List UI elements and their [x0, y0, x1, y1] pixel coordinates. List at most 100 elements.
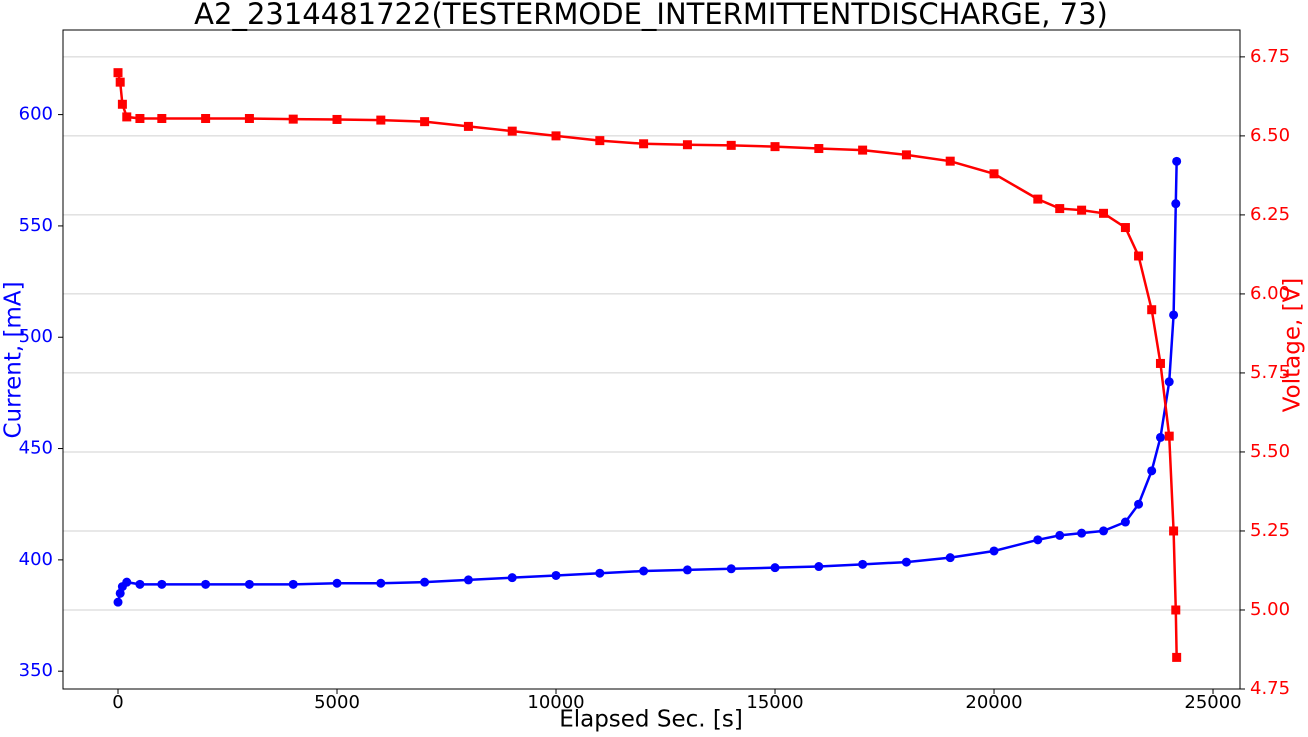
- point: [901, 150, 911, 160]
- point: [1055, 530, 1065, 540]
- point: [726, 140, 736, 150]
- point: [770, 563, 780, 573]
- x-axis-label: Elapsed Sec. [s]: [559, 707, 743, 733]
- point: [201, 579, 211, 589]
- point: [288, 579, 298, 589]
- point: [1172, 156, 1182, 166]
- point: [420, 117, 430, 127]
- point: [157, 579, 167, 589]
- point: [463, 121, 473, 131]
- y-tick-label: 550: [19, 215, 53, 236]
- point: [858, 559, 868, 569]
- point: [122, 577, 132, 587]
- point: [244, 113, 254, 123]
- point: [288, 114, 298, 124]
- point: [814, 562, 824, 572]
- series-line: [116, 161, 1178, 603]
- y2-axis-label: Voltage, [V]: [1280, 278, 1306, 413]
- point: [1164, 431, 1174, 441]
- chart-title: A2_2314481722(TESTERMODE_INTERMITTENTDIS…: [194, 0, 1108, 31]
- y2-tick-label: 6.75: [1250, 46, 1290, 67]
- point: [113, 68, 123, 78]
- point: [901, 557, 911, 567]
- point: [1169, 310, 1179, 320]
- y-axis-label: Current, [mA]: [1, 281, 27, 438]
- x-tick-label: 10000: [527, 692, 584, 713]
- point: [1120, 517, 1130, 527]
- y2-tick-label: 5.25: [1250, 520, 1290, 541]
- point: [122, 112, 132, 122]
- y2-tick-label: 5.00: [1250, 599, 1290, 620]
- y2-tick-label: 6.00: [1250, 283, 1290, 304]
- point: [551, 570, 561, 580]
- y2-tick-label: 5.50: [1250, 441, 1290, 462]
- x-tick-label: 25000: [1184, 692, 1241, 713]
- point: [1171, 605, 1181, 615]
- point: [1099, 526, 1109, 536]
- point: [1171, 199, 1181, 209]
- point: [639, 139, 649, 149]
- point: [1099, 208, 1109, 218]
- point: [1033, 535, 1043, 545]
- point: [858, 145, 868, 155]
- point: [1033, 194, 1043, 204]
- y2-tick-label: 4.75: [1250, 678, 1290, 699]
- point: [157, 113, 167, 123]
- point: [945, 156, 955, 166]
- x-tick-label: 5000: [314, 692, 360, 713]
- point: [332, 578, 342, 588]
- y2-tick-label: 5.75: [1250, 362, 1290, 383]
- point: [1077, 528, 1087, 538]
- point: [595, 136, 605, 146]
- point: [463, 575, 473, 585]
- point: [770, 142, 780, 152]
- point: [814, 144, 824, 154]
- plot-frame: [62, 29, 1241, 690]
- x-tick-label: 0: [112, 692, 123, 713]
- point: [1134, 251, 1144, 261]
- point: [1147, 466, 1157, 476]
- point: [1120, 223, 1130, 233]
- point: [1147, 305, 1157, 315]
- point: [595, 568, 605, 578]
- point: [682, 565, 692, 575]
- point: [115, 77, 125, 87]
- point: [507, 126, 517, 136]
- point: [551, 131, 561, 141]
- y-tick-label: 500: [19, 326, 53, 347]
- y2-tick-label: 6.25: [1250, 204, 1290, 225]
- y-tick-label: 400: [19, 549, 53, 570]
- point: [682, 140, 692, 150]
- point: [1164, 377, 1174, 387]
- point: [376, 578, 386, 588]
- point: [244, 579, 254, 589]
- point: [376, 115, 386, 125]
- y-tick-label: 600: [19, 104, 53, 125]
- point: [507, 573, 517, 583]
- point: [989, 546, 999, 556]
- point: [1134, 499, 1144, 509]
- point: [639, 566, 649, 576]
- point: [1055, 204, 1065, 214]
- point: [1169, 526, 1179, 536]
- point: [332, 114, 342, 124]
- point: [1155, 358, 1165, 368]
- point: [117, 99, 127, 109]
- point: [726, 564, 736, 574]
- y-tick-label: 450: [19, 438, 53, 459]
- point: [989, 169, 999, 179]
- point: [1155, 432, 1165, 442]
- y2-tick-label: 6.50: [1250, 125, 1290, 146]
- point: [420, 577, 430, 587]
- point: [1172, 652, 1182, 662]
- point: [135, 113, 145, 123]
- x-tick-label: 15000: [746, 692, 803, 713]
- x-tick-label: 20000: [965, 692, 1022, 713]
- point: [113, 597, 123, 607]
- point: [135, 579, 145, 589]
- y-tick-label: 350: [19, 660, 53, 681]
- point: [945, 553, 955, 563]
- point: [201, 113, 211, 123]
